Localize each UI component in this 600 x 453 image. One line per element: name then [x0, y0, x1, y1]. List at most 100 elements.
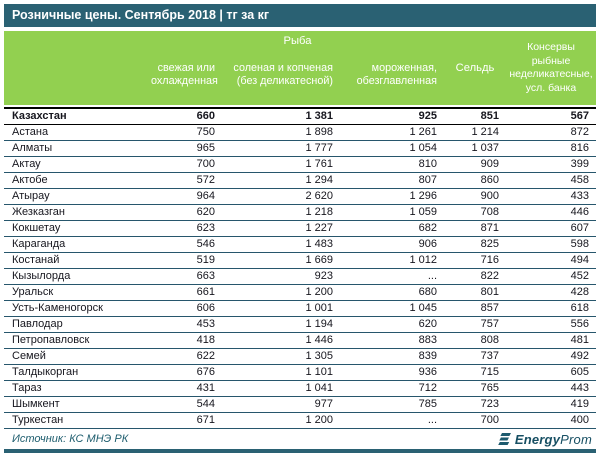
price-cell: 1 012 [340, 252, 444, 269]
row-city-label: Жезказган [4, 204, 151, 221]
table-row: Тараз 431 1 041 712 765 443 [4, 380, 596, 397]
table-row: Актау 700 1 761 810 909 399 [4, 156, 596, 173]
price-cell: 1 761 [222, 156, 340, 173]
price-cell: 872 [506, 124, 596, 141]
price-cell: 676 [151, 364, 222, 381]
price-cell: 544 [151, 396, 222, 413]
energyprom-stripes-icon [498, 432, 511, 445]
price-cell: 446 [506, 204, 596, 221]
price-cell: 453 [151, 316, 222, 333]
price-cell: 680 [340, 284, 444, 301]
price-cell: 822 [444, 268, 506, 285]
price-cell: 572 [151, 172, 222, 189]
price-cell: 1 305 [222, 348, 340, 365]
table-row: Кызылорда 663 923... 822 452 [4, 268, 596, 285]
price-cell: 1 059 [340, 204, 444, 221]
table-row: Усть-Каменогорск 606 1 001 1 045 857 618 [4, 300, 596, 317]
price-cell: 1 218 [222, 204, 340, 221]
price-cell: 452 [506, 268, 596, 285]
price-cell: 682 [340, 220, 444, 237]
price-cell: 925 [340, 107, 444, 125]
price-cell: 671 [151, 412, 222, 429]
price-cell: 620 [151, 204, 222, 221]
price-cell: 1 483 [222, 236, 340, 253]
bottom-accent-bar [4, 449, 596, 453]
price-cell: 1 294 [222, 172, 340, 189]
table-header: Рыба Сельдь Консервы рыбные неделикатесн… [4, 31, 596, 105]
price-cell: 618 [506, 300, 596, 317]
row-city-label: Кокшетау [4, 220, 151, 237]
column-header-fresh: свежая или охлажденная [151, 51, 222, 105]
price-cell: 906 [340, 236, 444, 253]
price-cell: 418 [151, 332, 222, 349]
row-city-label: Атырау [4, 188, 151, 205]
row-city-label: Кызылорда [4, 268, 151, 285]
price-cell: 839 [340, 348, 444, 365]
row-city-label: Шымкент [4, 396, 151, 413]
price-cell: 723 [444, 396, 506, 413]
price-cell: 909 [444, 156, 506, 173]
price-cell: 857 [444, 300, 506, 317]
price-cell: 433 [506, 188, 596, 205]
row-city-label: Усть-Каменогорск [4, 300, 151, 317]
row-city-label: Тараз [4, 380, 151, 397]
column-header-canned: Консервы рыбные неделикатесные, усл. бан… [506, 31, 596, 105]
price-table: Казахстан 660 1 381 925 851 567 Астана 750 1 898… [4, 107, 596, 429]
row-city-label: Семей [4, 348, 151, 365]
row-city-label: Талдыкорган [4, 364, 151, 381]
price-cell: 923 [222, 268, 340, 285]
page-title: Розничные цены. Сентябрь 2018 | тг за кг [4, 4, 596, 27]
price-cell: 1 446 [222, 332, 340, 349]
price-cell: 1 037 [444, 140, 506, 157]
table-row: Костанай 519 1 669 1 012 716 494 [4, 252, 596, 269]
table-row: Алматы 965 1 777 1 054 1 037 816 [4, 140, 596, 157]
price-cell: 851 [444, 107, 506, 125]
row-city-label: Казахстан [4, 107, 151, 125]
table-row: Актобе 572 1 294 807 860 458 [4, 172, 596, 189]
price-cell: 810 [340, 156, 444, 173]
price-cell: 825 [444, 236, 506, 253]
price-cell: 606 [151, 300, 222, 317]
price-cell: 605 [506, 364, 596, 381]
price-cell: 519 [151, 252, 222, 269]
table-row: Караганда 546 1 483 906 825 598 [4, 236, 596, 253]
price-cell: 1 777 [222, 140, 340, 157]
price-cell: 546 [151, 236, 222, 253]
row-city-label: Караганда [4, 236, 151, 253]
table-row: Уральск 661 1 200 680 801 428 [4, 284, 596, 301]
price-cell: 1 045 [340, 300, 444, 317]
table-row: Астана 750 1 898 1 261 1 214 872 [4, 124, 596, 141]
price-cell: 598 [506, 236, 596, 253]
row-city-label: Уральск [4, 284, 151, 301]
price-cell: 567 [506, 107, 596, 125]
price-cell: ... [340, 268, 444, 285]
price-cell: 481 [506, 332, 596, 349]
price-cell: 494 [506, 252, 596, 269]
column-header-herring: Сельдь [444, 31, 506, 105]
price-cell: 737 [444, 348, 506, 365]
price-cell: 622 [151, 348, 222, 365]
price-cell: 443 [506, 380, 596, 397]
price-cell: 757 [444, 316, 506, 333]
price-cell: 556 [506, 316, 596, 333]
row-city-label: Астана [4, 124, 151, 141]
table-row: Павлодар 453 1 194 620 757 556 [4, 316, 596, 333]
price-cell: 419 [506, 396, 596, 413]
price-cell: 871 [444, 220, 506, 237]
price-cell: 1 200 [222, 412, 340, 429]
price-cell: 607 [506, 220, 596, 237]
price-cell: 964 [151, 188, 222, 205]
price-cell: 492 [506, 348, 596, 365]
price-cell: 620 [340, 316, 444, 333]
price-cell: 1 261 [340, 124, 444, 141]
price-cell: 1 227 [222, 220, 340, 237]
logo-energy: Energy [514, 431, 561, 447]
price-cell: 765 [444, 380, 506, 397]
price-cell: 428 [506, 284, 596, 301]
table-row: Кокшетау 623 1 227 682 871 607 [4, 220, 596, 237]
price-cell: 1 898 [222, 124, 340, 141]
price-cell: 1 101 [222, 364, 340, 381]
price-cell: 900 [444, 188, 506, 205]
price-cell: 431 [151, 380, 222, 397]
price-cell: 808 [444, 332, 506, 349]
